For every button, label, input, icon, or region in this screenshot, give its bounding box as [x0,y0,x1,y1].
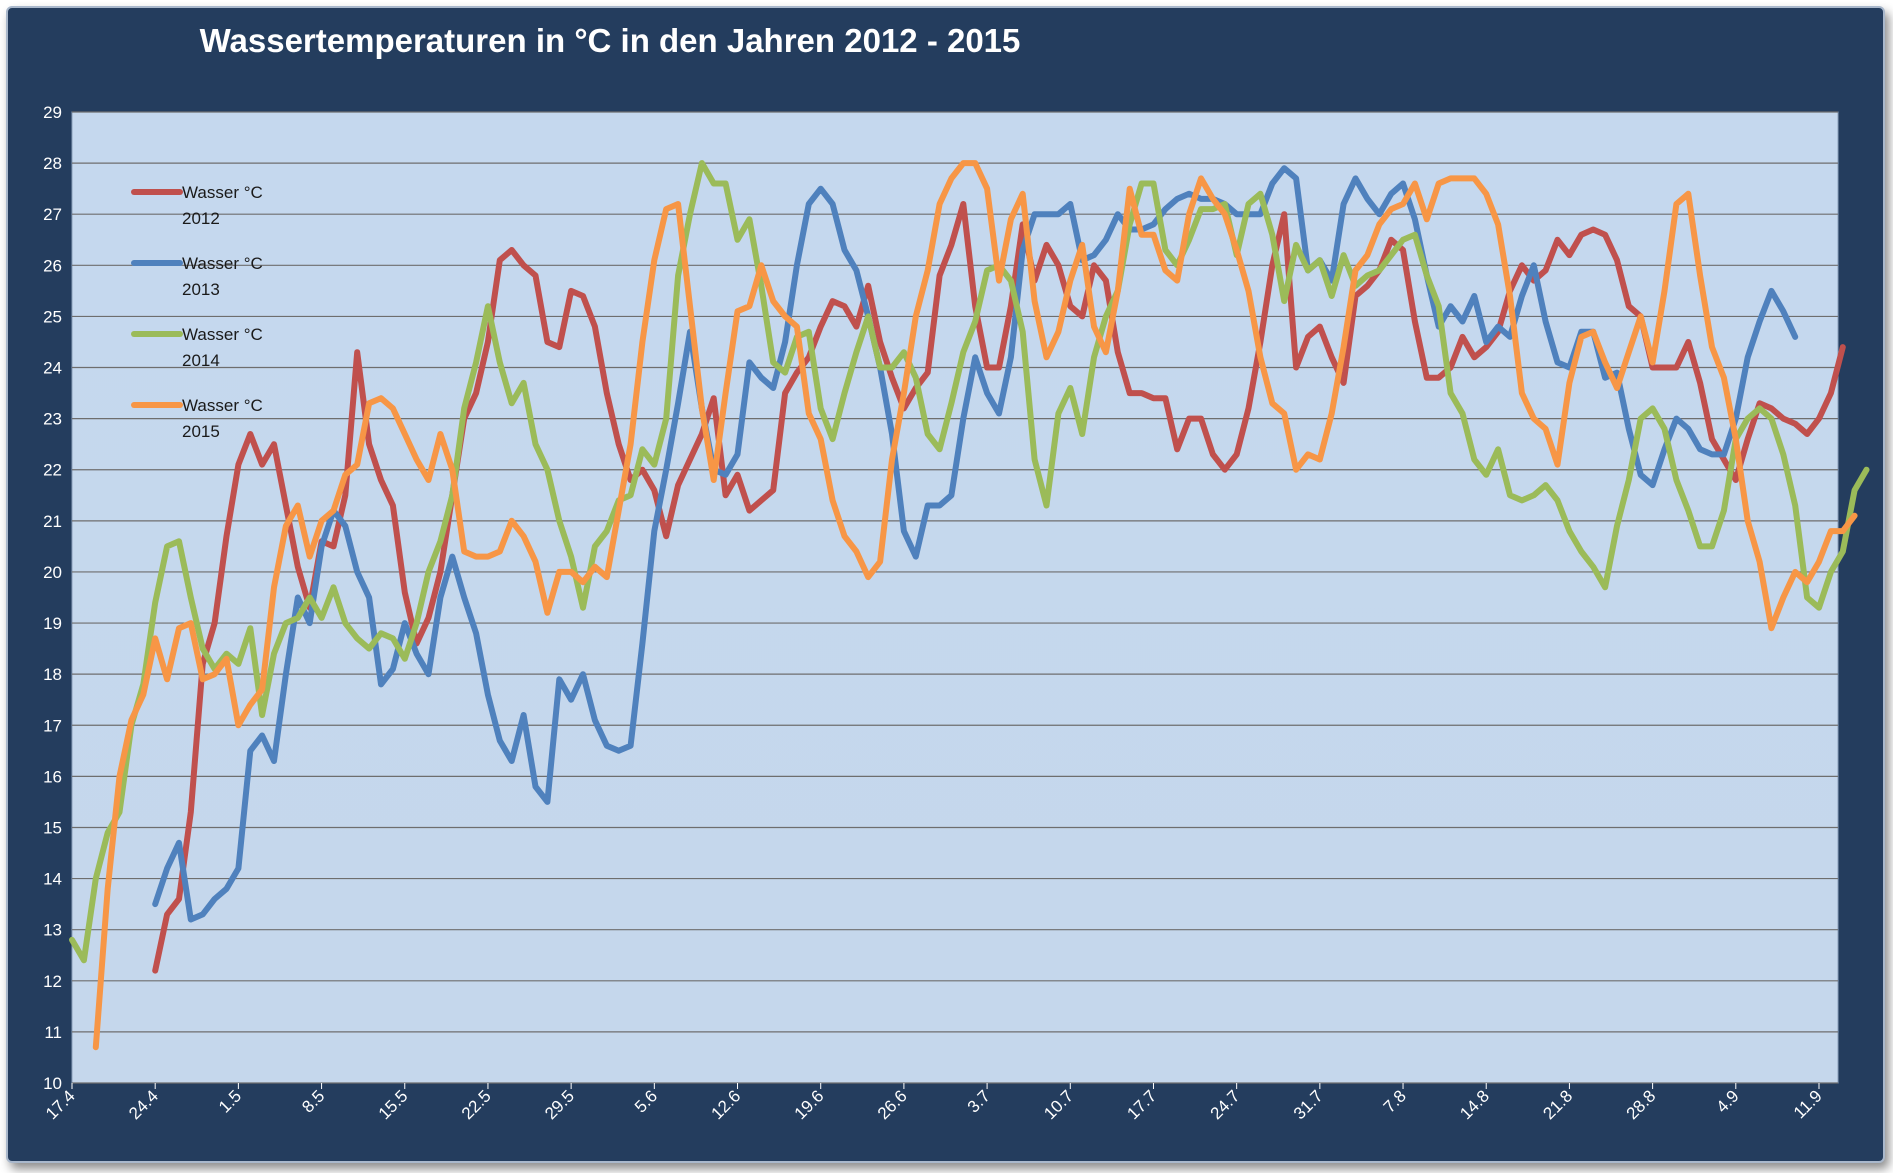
y-tick-label: 21 [43,512,62,531]
x-tick-label: 22.5 [458,1086,495,1123]
y-tick-label: 20 [43,563,62,582]
y-tick-label: 18 [43,665,62,684]
x-axis: 17.4 24.4 1.5 8.5 15.5 22.5 29.5 5.6 12.6 19.6 26.… [42,1083,1826,1123]
y-tick-label: 25 [43,307,62,326]
x-tick-label: 17.7 [1123,1086,1160,1123]
series-line [69,160,1870,964]
y-axis: 10 11 12 13 14 15 16 17 18 19 20 21 22 23 24 25 26 27 28 29 [43,103,62,1093]
series-line [152,201,1846,974]
x-tick-label: 8.5 [298,1086,328,1116]
series-lines [69,160,1870,1051]
x-tick-label: 31.7 [1290,1086,1327,1123]
x-tick-label: 3.7 [964,1086,994,1116]
legend-label: Wasser °C [182,325,263,344]
y-tick-label: 29 [43,103,62,122]
legend-label: Wasser °C [182,254,263,273]
x-tick-label: 12.6 [708,1086,745,1123]
x-tick-label: 29.5 [541,1086,578,1123]
legend-label-year: 2014 [182,351,220,370]
legend: Wasser °C 2012 Wasser °C 2013 Wasser °C 2014 W… [131,183,263,441]
gridlines [72,111,1838,1084]
y-tick-label: 27 [43,205,62,224]
y-tick-label: 12 [43,972,62,991]
y-tick-label: 24 [43,359,62,378]
chart-title: Wassertemperaturen in °C in den Jahren 2… [199,22,1021,59]
x-tick-label: 19.6 [791,1086,828,1123]
y-tick-label: 22 [43,461,62,480]
legend-label-year: 2015 [182,422,220,441]
legend-label-year: 2013 [182,280,220,299]
x-tick-label: 4.9 [1712,1086,1742,1116]
x-tick-label: 11.9 [1790,1086,1826,1122]
x-tick-label: 7.8 [1380,1086,1410,1116]
legend-label: Wasser °C [182,183,263,202]
x-tick-label: 10.7 [1040,1086,1077,1123]
y-tick-label: 16 [43,767,62,786]
x-tick-label: 24.7 [1207,1086,1244,1123]
y-tick-label: 14 [43,870,62,889]
x-tick-label: 14.8 [1456,1086,1493,1123]
y-tick-label: 11 [44,1023,62,1042]
x-tick-label: 15.5 [375,1086,412,1123]
x-tick-label: 21.8 [1539,1086,1576,1123]
x-tick-label: 26.6 [874,1086,911,1123]
y-tick-label: 17 [43,716,62,735]
y-tick-label: 15 [43,818,62,837]
y-tick-label: 10 [43,1074,62,1093]
x-tick-label: 28.8 [1623,1086,1660,1123]
y-tick-label: 19 [43,614,62,633]
series-line [152,165,1799,923]
x-tick-label: 5.6 [631,1086,661,1116]
x-tick-label: 1.5 [215,1086,245,1116]
y-tick-label: 23 [43,410,62,429]
series-line [92,160,1858,1051]
legend-label: Wasser °C [182,396,263,415]
y-tick-label: 26 [43,256,62,275]
y-tick-label: 28 [43,154,62,173]
legend-label-year: 2012 [182,209,220,228]
y-tick-label: 13 [43,921,62,940]
x-tick-label: 24.4 [125,1086,162,1123]
